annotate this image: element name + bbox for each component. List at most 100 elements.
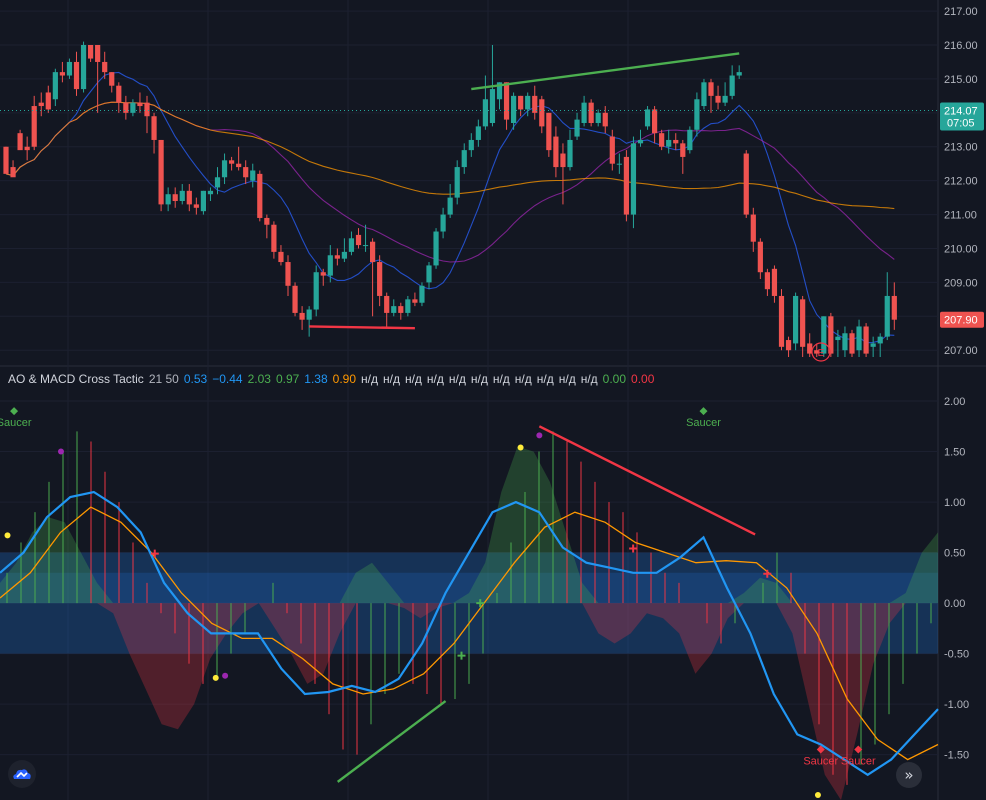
- candle-body: [278, 251, 284, 263]
- price-tick-label: 209.00: [944, 277, 978, 289]
- cross-marker: [629, 544, 638, 553]
- candle-body: [694, 99, 700, 130]
- candle-body: [560, 153, 566, 168]
- ao-positive-area: [0, 446, 938, 604]
- earnings-marker-circle: [811, 342, 831, 362]
- signal-line: [0, 506, 939, 761]
- candle-body: [52, 72, 58, 100]
- last-price-value: 214.07: [944, 105, 978, 117]
- ao-negative-area: [0, 603, 938, 800]
- candle-body: [116, 85, 122, 103]
- candle-body: [884, 295, 890, 337]
- candle-body: [546, 112, 552, 151]
- candle-body: [109, 72, 115, 86]
- legend-value: н/д: [426, 372, 444, 386]
- candle-body: [525, 95, 531, 110]
- candle-body: [236, 163, 242, 168]
- candle-body: [489, 89, 496, 123]
- candle-body: [539, 99, 545, 127]
- signal-dot: [212, 674, 219, 681]
- indicator-tick-label: -1.50: [944, 750, 969, 762]
- price-tick-label: 210.00: [944, 243, 978, 255]
- legend-value: 2.03: [247, 372, 271, 386]
- candle-body: [637, 139, 644, 144]
- candle-body: [207, 190, 214, 195]
- candle-body: [214, 177, 221, 188]
- legend-value: 1.38: [304, 372, 328, 386]
- saucer-diamond: [854, 745, 863, 754]
- indicator-tick-label: -0.50: [944, 649, 969, 661]
- candle-body: [588, 102, 594, 123]
- candle-body: [3, 146, 9, 174]
- candle-body: [271, 224, 277, 252]
- legend-value: н/д: [404, 372, 422, 386]
- candle-body: [828, 316, 834, 354]
- legend-value: 0.00: [631, 372, 655, 386]
- candle-body: [842, 333, 848, 351]
- candle-body: [250, 170, 256, 181]
- saucer-label: Saucer: [0, 417, 32, 429]
- candle-body: [355, 234, 362, 246]
- candle-body: [377, 262, 383, 296]
- signal-dot: [814, 792, 821, 798]
- candle-body: [137, 102, 143, 107]
- candle-body: [461, 150, 467, 168]
- candle-body: [511, 95, 517, 123]
- scroll-to-realtime-button[interactable]: »: [896, 762, 922, 788]
- indicator-tick-label: -1.00: [944, 699, 969, 711]
- legend-value: н/д: [514, 372, 532, 386]
- price-tick-label: 216.00: [944, 40, 978, 52]
- candle-body: [440, 214, 446, 232]
- candle-body: [165, 194, 171, 205]
- candle-body: [835, 336, 841, 341]
- candle-body: [130, 102, 136, 113]
- cross-marker: [457, 651, 466, 660]
- indicator-trendline: [336, 700, 447, 783]
- candle-body: [334, 255, 340, 259]
- candle-body: [687, 129, 693, 151]
- candle-body: [856, 326, 862, 351]
- price-trendline: [471, 52, 740, 91]
- indicator-tick-label: 1.00: [944, 497, 965, 509]
- candle-body: [708, 82, 714, 96]
- candle-body: [722, 95, 728, 103]
- last-price-badge: [940, 102, 984, 131]
- candle-body: [574, 119, 580, 137]
- candle-body: [849, 333, 855, 354]
- candle-body: [518, 95, 524, 110]
- candle-body: [320, 272, 326, 276]
- legend-value: 0.90: [332, 372, 357, 386]
- candle-body: [602, 112, 608, 127]
- legend-value: 0.53: [183, 372, 208, 386]
- candle-body: [532, 95, 538, 113]
- candle-body: [384, 295, 390, 313]
- indicator-tick-label: 0.00: [944, 598, 965, 610]
- candle-body: [680, 143, 686, 157]
- candle-body: [95, 45, 101, 62]
- cloud-logo-icon[interactable]: [8, 760, 36, 788]
- candle-body: [800, 299, 806, 347]
- current-price-badge: [940, 311, 984, 328]
- candle-body: [370, 241, 376, 263]
- saucer-label: Saucer: [686, 417, 721, 429]
- candle-body: [151, 116, 157, 140]
- candle-body: [144, 102, 150, 117]
- candle-body: [468, 139, 474, 151]
- candle-body: [475, 126, 481, 140]
- signal-dot: [57, 448, 64, 455]
- candle-body: [362, 245, 369, 247]
- candle-body: [701, 82, 707, 107]
- candle-body: [257, 173, 263, 218]
- candle-body: [496, 82, 503, 100]
- candle-body: [503, 82, 510, 120]
- candle-body: [567, 139, 573, 168]
- price-tick-label: 212.00: [944, 176, 978, 188]
- price-tick-label: 215.00: [944, 74, 978, 86]
- candle-body: [785, 340, 792, 351]
- candle-body: [24, 146, 30, 151]
- candle-body: [644, 109, 651, 127]
- candle-body: [398, 306, 404, 313]
- candle-body: [729, 75, 735, 96]
